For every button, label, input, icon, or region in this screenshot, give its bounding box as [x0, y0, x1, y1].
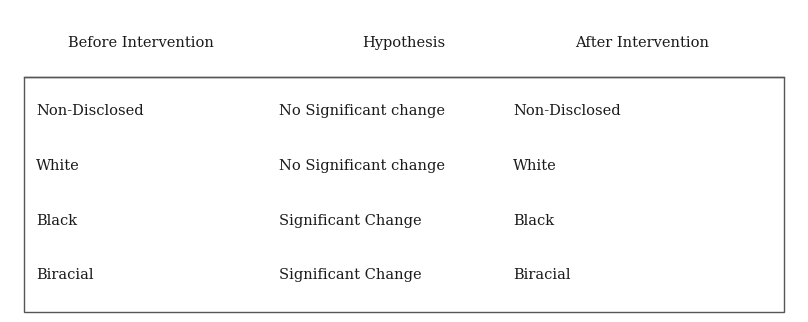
- Text: Significant Change: Significant Change: [279, 268, 422, 282]
- Text: Biracial: Biracial: [36, 268, 94, 282]
- Text: White: White: [36, 159, 80, 173]
- Text: Black: Black: [36, 213, 78, 228]
- Text: Biracial: Biracial: [513, 268, 570, 282]
- Text: White: White: [513, 159, 557, 173]
- Text: Before Intervention: Before Intervention: [69, 36, 214, 51]
- Bar: [24, 77, 784, 312]
- Text: Significant Change: Significant Change: [279, 213, 422, 228]
- Text: After Intervention: After Intervention: [575, 36, 709, 51]
- Text: Black: Black: [513, 213, 554, 228]
- Text: Non-Disclosed: Non-Disclosed: [513, 104, 621, 118]
- Text: No Significant change: No Significant change: [279, 159, 444, 173]
- Text: No Significant change: No Significant change: [279, 104, 444, 118]
- Text: Hypothesis: Hypothesis: [363, 36, 445, 51]
- Text: Non-Disclosed: Non-Disclosed: [36, 104, 144, 118]
